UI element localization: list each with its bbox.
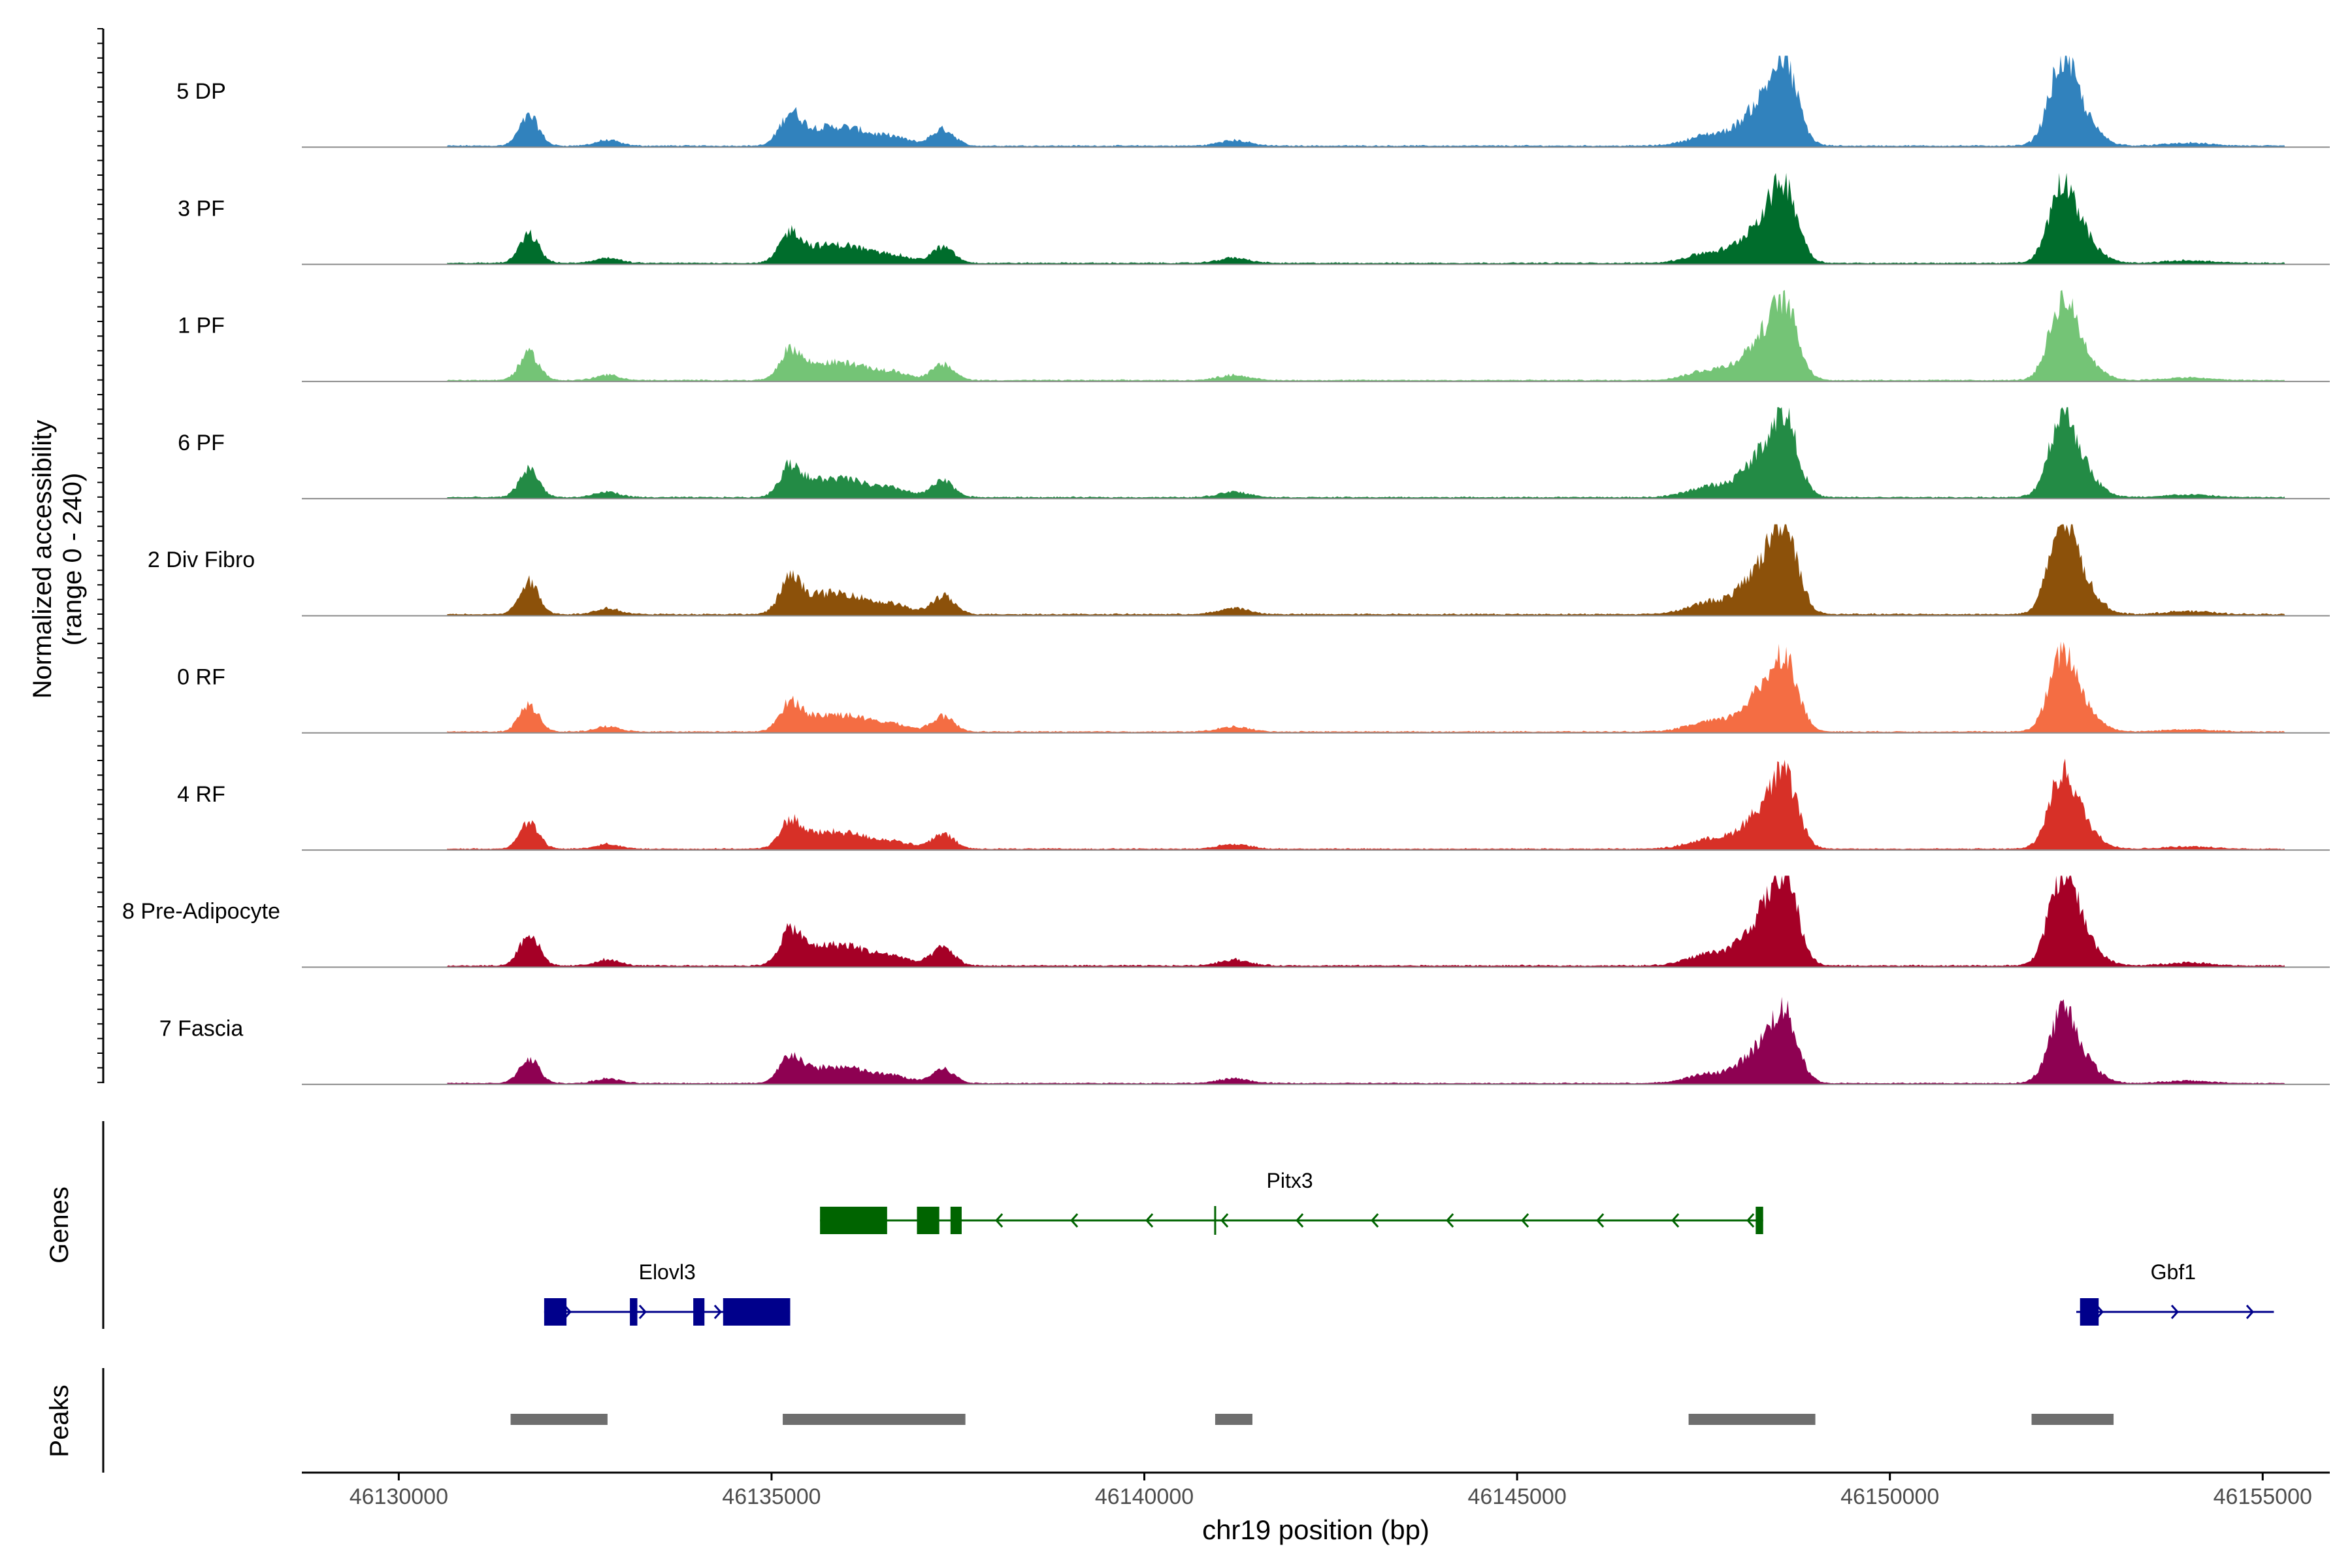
exon — [820, 1207, 887, 1234]
track-label-6: 0 RF — [177, 665, 225, 690]
coverage-area-5 — [447, 524, 2285, 616]
x-tick-label: 46150000 — [1840, 1484, 1939, 1509]
x-axis-label: chr19 position (bp) — [1202, 1514, 1429, 1545]
gene-elovl3: Elovl3 — [544, 1260, 791, 1326]
gene-gbf1: Gbf1 — [2076, 1260, 2274, 1326]
coverage-area-4 — [447, 407, 2285, 499]
exon — [630, 1298, 638, 1326]
peaks-track — [510, 1414, 2114, 1425]
genes-track-label: Genes — [45, 1186, 74, 1264]
track-label-3: 1 PF — [178, 314, 225, 338]
strand-arrow-icon — [1296, 1213, 1304, 1228]
y-axis-label: Normalized accessibility — [28, 420, 57, 699]
peak-5 — [2031, 1414, 2114, 1425]
strand-arrow-icon — [1371, 1213, 1379, 1228]
strand-arrow-icon — [1596, 1213, 1605, 1228]
exon — [723, 1298, 791, 1326]
strand-arrow-icon — [995, 1213, 1004, 1228]
track-1: 5 DP — [176, 56, 2330, 148]
exon — [917, 1207, 939, 1234]
peak-4 — [1688, 1414, 1816, 1425]
track-label-9: 7 Fascia — [159, 1016, 244, 1041]
track-6: 0 RF — [177, 641, 2330, 734]
strand-arrow-icon — [713, 1304, 722, 1320]
exon — [1756, 1207, 1763, 1234]
coverage-area-3 — [447, 289, 2285, 382]
gene-label: Elovl3 — [639, 1260, 696, 1284]
strand-arrow-icon — [2170, 1304, 2180, 1320]
peak-1 — [510, 1414, 608, 1425]
strand-arrow-icon — [1521, 1213, 1529, 1228]
track-label-4: 6 PF — [178, 431, 225, 455]
exon — [693, 1298, 705, 1326]
x-axis: 46130000 46135000 46140000 46145000 46150000… — [302, 1471, 2330, 1509]
peaks-track-label: Peaks — [45, 1384, 74, 1457]
strand-arrow-icon — [1746, 1213, 1755, 1228]
track-2: 3 PF — [178, 172, 2330, 265]
track-3: 1 PF — [178, 289, 2330, 382]
track-label-5: 2 Div Fibro — [148, 547, 255, 572]
coverage-y-axis — [97, 28, 105, 1083]
coverage-area-2 — [447, 172, 2285, 265]
track-8: 8 Pre-Adipocyte — [122, 875, 2330, 968]
x-tick-label: 46145000 — [1467, 1484, 1566, 1509]
genes-track: Pitx3 Elovl3 Gbf1 — [544, 1169, 2274, 1326]
track-7: 4 RF — [177, 759, 2330, 851]
strand-arrow-icon — [1070, 1213, 1079, 1228]
coverage-tracks: 5 DP 3 PF 1 PF 6 PF 2 Div Fibro 0 RF 4 RF 8 Pre… — [122, 56, 2330, 1085]
exon — [2080, 1298, 2099, 1326]
track-label-7: 4 RF — [177, 782, 225, 807]
strand-arrow-icon — [1220, 1213, 1229, 1228]
strand-arrow-icon — [2246, 1304, 2255, 1320]
gene-label: Pitx3 — [1266, 1169, 1313, 1192]
track-label-1: 5 DP — [176, 79, 226, 104]
track-label-2: 3 PF — [178, 196, 225, 221]
peak-3 — [1215, 1414, 1252, 1425]
track-9: 7 Fascia — [159, 996, 2330, 1085]
peak-2 — [783, 1414, 966, 1425]
coverage-area-7 — [447, 759, 2285, 851]
x-tick-label: 46155000 — [2213, 1484, 2312, 1509]
track-5: 2 Div Fibro — [148, 524, 2330, 617]
gene-pitx3: Pitx3 — [820, 1169, 1763, 1235]
exon — [950, 1207, 962, 1234]
exon — [544, 1298, 567, 1326]
strand-arrow-icon — [638, 1304, 647, 1320]
coverage-area-1 — [447, 56, 2285, 148]
x-tick-label: 46130000 — [350, 1484, 448, 1509]
strand-arrow-icon — [1446, 1213, 1454, 1228]
coverage-area-9 — [447, 996, 2285, 1085]
track-label-8: 8 Pre-Adipocyte — [122, 899, 280, 924]
track-4: 6 PF — [178, 407, 2330, 500]
gene-label: Gbf1 — [2151, 1260, 2196, 1284]
strand-arrow-icon — [1671, 1213, 1680, 1228]
strand-arrow-icon — [1145, 1213, 1154, 1228]
coverage-area-6 — [447, 641, 2285, 733]
x-tick-label: 46135000 — [722, 1484, 821, 1509]
coverage-area-8 — [447, 875, 2285, 968]
x-tick-label: 46140000 — [1095, 1484, 1194, 1509]
y-axis-label-range: (range 0 - 240) — [58, 473, 87, 646]
